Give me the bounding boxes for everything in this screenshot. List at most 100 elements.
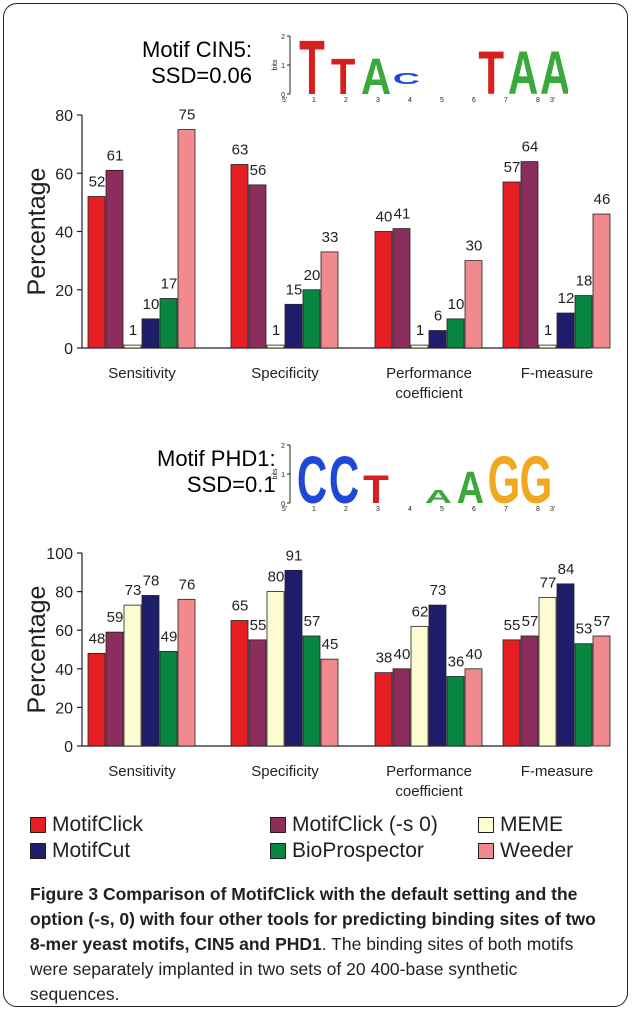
y-tick-label: 60 [55, 166, 73, 183]
x-tick-label: F-measure [521, 365, 594, 382]
legend-label: MotifClick (-s 0) [292, 813, 438, 836]
bar [410, 344, 429, 349]
data-label: 77 [540, 574, 557, 591]
bar [538, 596, 557, 747]
data-label: 15 [286, 281, 303, 298]
logo-letter: T [478, 39, 504, 108]
data-label: 73 [125, 582, 142, 599]
bar [592, 635, 611, 747]
data-label: 17 [161, 275, 178, 292]
x-tick-label: Sensitivity [108, 365, 176, 382]
logo-letter: T [363, 467, 389, 512]
logo-x-tick-label: 4 [408, 97, 412, 104]
data-label: 59 [107, 609, 124, 626]
data-label: 53 [576, 621, 593, 638]
x-tick-label: Specificity [251, 365, 319, 382]
bar [374, 231, 393, 349]
logo-x-tick-label: 5 [440, 506, 444, 513]
figure-caption: Figure 3 Comparison of MotifClick with t… [30, 882, 610, 1007]
bar [574, 643, 593, 747]
data-label: 18 [576, 273, 593, 290]
y-tick-label: 0 [64, 341, 73, 358]
legend-swatch [30, 817, 46, 833]
bar [266, 591, 285, 747]
data-label: 65 [232, 598, 249, 615]
data-label: 64 [522, 139, 539, 156]
bar [446, 676, 465, 747]
logo-5prime-label: 5' [282, 97, 287, 104]
data-label: 73 [430, 582, 447, 599]
bar [320, 251, 339, 349]
bar [428, 330, 447, 349]
data-label: 84 [558, 561, 575, 578]
logo-letter: G [488, 443, 521, 517]
logo-letter: A [508, 39, 538, 108]
data-label: 1 [272, 322, 280, 339]
legend: MotifClick MotifClick (-s 0) MEME MotifC… [30, 812, 620, 870]
bar [520, 635, 539, 747]
x-tick-label: Performance [386, 365, 472, 382]
data-label: 75 [179, 107, 196, 124]
logo-x-tick-label: 1 [312, 97, 316, 104]
x-tick-label: coefficient [395, 783, 463, 800]
logo-y-tick-label: 1 [281, 472, 285, 479]
bar [464, 668, 483, 747]
data-label: 78 [143, 572, 160, 589]
bar [266, 344, 285, 349]
y-tick-label: 60 [55, 623, 73, 640]
y-tick-label: 40 [55, 225, 73, 242]
logo-x-tick-label: 6 [472, 506, 476, 513]
data-label: 1 [416, 322, 424, 339]
x-tick-label: Sensitivity [108, 763, 176, 780]
y-tick-label: 100 [46, 546, 73, 563]
data-label: 1 [129, 322, 137, 339]
bar [87, 652, 106, 747]
bar [574, 295, 593, 349]
legend-swatch [478, 817, 494, 833]
bar [428, 604, 447, 747]
bar [520, 161, 539, 349]
data-label: 91 [286, 547, 303, 564]
data-label: 33 [322, 229, 339, 246]
logo-x-tick-label: 8 [536, 506, 540, 513]
logo-y-tick-label: 0 [281, 92, 285, 99]
legend-label: Weeder [500, 839, 574, 862]
data-label: 49 [161, 628, 178, 645]
logo-x-tick-label: 2 [344, 97, 348, 104]
bar [230, 620, 249, 747]
logo-y-tick-label: 2 [281, 34, 285, 41]
logo-letter: G [520, 443, 553, 517]
y-tick-label: 80 [55, 108, 73, 125]
logo-x-tick-label: 6 [472, 97, 476, 104]
bar [177, 129, 196, 349]
data-label: 40 [466, 646, 483, 663]
data-label: 57 [504, 159, 521, 176]
logo-y-tick-label: 2 [281, 443, 285, 450]
data-label: 30 [466, 238, 483, 255]
motif-phd1-title: Motif PHD1: SSD=0.1 [157, 446, 276, 497]
logo-x-tick-label: 5 [440, 97, 444, 104]
data-label: 10 [448, 296, 465, 313]
logo-x-tick-label: 4 [408, 506, 412, 513]
logo-x-tick-label: 8 [536, 97, 540, 104]
logo-letter: C [329, 443, 359, 517]
legend-label: MotifClick [52, 813, 144, 836]
bar [302, 635, 321, 747]
data-label: 38 [376, 650, 393, 667]
data-label: 52 [89, 174, 106, 191]
logo-letter: A [425, 487, 452, 508]
bar [159, 651, 178, 747]
x-tick-label: F-measure [521, 763, 594, 780]
data-label: 80 [268, 569, 285, 586]
data-label: 36 [448, 654, 465, 671]
logo-y-label: bits [272, 59, 279, 70]
logo-letter: A [540, 39, 568, 108]
data-label: 62 [412, 603, 429, 620]
logo-y-tick-label: 1 [281, 63, 285, 70]
caption-bold: Comparison of MotifClick with the defaul… [30, 884, 596, 954]
logo-y-tick-label: 0 [281, 501, 285, 508]
